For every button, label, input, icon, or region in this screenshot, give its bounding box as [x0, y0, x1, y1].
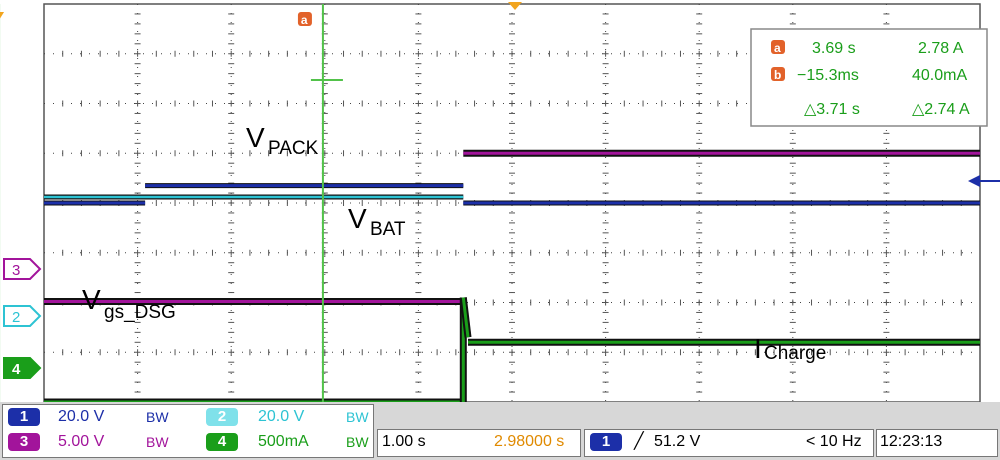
channel-4-marker-label: 4 — [12, 361, 21, 378]
label-i-charge: I Charge — [754, 333, 826, 364]
ch1-scale: 20.0 V — [58, 408, 105, 425]
cursor-b-value: 40.0mA — [912, 67, 967, 84]
readout-row-b: b −15.3ms 40.0mA — [771, 67, 967, 84]
trigger-channel-badge: 1 — [590, 433, 622, 451]
channel-2-marker[interactable]: 2 — [3, 305, 42, 327]
ch3-bandwidth: BW — [146, 434, 169, 450]
cursor-readout: a 3.69 s 2.78 A b −15.3ms 40.0mA △3.71 s… — [750, 28, 988, 127]
trace-v-pack — [44, 183, 980, 206]
ch4-scale: 500mA — [258, 433, 309, 450]
cursor-a-value: 2.78 A — [918, 40, 964, 57]
svg-text:V: V — [348, 203, 367, 234]
channel-3-marker[interactable]: 3 — [3, 258, 42, 280]
channel-3-marker-label: 3 — [12, 262, 20, 279]
trigger-slope-icon: ╱ — [634, 433, 644, 450]
trigger-level-value: 51.2 V — [654, 433, 701, 450]
channel-2-marker-label: 2 — [12, 309, 20, 326]
readout-row-a: a 3.69 s 2.78 A — [771, 40, 964, 57]
cursor-b-trigger-marker — [0, 12, 5, 19]
ch2-badge[interactable]: 2 — [206, 408, 238, 426]
cursor-a-time: 3.69 s — [812, 40, 856, 57]
svg-text:V: V — [82, 284, 101, 315]
ch1-badge[interactable]: 1 — [8, 408, 40, 426]
ch2-scale: 20.0 V — [258, 408, 305, 425]
trigger-position-marker[interactable] — [508, 2, 522, 10]
cursor-delta-value: △2.74 A — [912, 101, 970, 118]
cursor-delta-time: △3.71 s — [804, 101, 860, 118]
ch3-scale: 5.00 V — [58, 433, 105, 450]
trace-v-gs-dsg — [44, 149, 980, 305]
cursor-a-badge-label: a — [301, 13, 308, 27]
timebase-value: 1.00 s — [382, 433, 426, 450]
ch4-badge[interactable]: 4 — [206, 433, 238, 451]
trigger-position-value: 2.98000 s — [494, 433, 565, 450]
trigger-level-marker[interactable] — [968, 175, 980, 187]
svg-text:a: a — [774, 41, 781, 55]
trigger-frequency-value: < 10 Hz — [806, 433, 862, 450]
svg-text:b: b — [774, 68, 781, 82]
timebase-panel[interactable] — [377, 429, 581, 457]
ch3-badge[interactable]: 3 — [8, 433, 40, 451]
clock-value: 12:23:13 — [880, 433, 943, 450]
status-bar: 1 20.0 V BW 2 20.0 V BW 3 5.00 V BW 4 50… — [0, 402, 1000, 460]
svg-text:I: I — [754, 333, 762, 364]
cursor-a-badge — [297, 12, 312, 26]
clock-panel — [876, 429, 998, 457]
label-v-bat: V BAT — [348, 203, 406, 240]
cursor-b-time: −15.3ms — [797, 67, 859, 84]
svg-text:PACK: PACK — [268, 138, 319, 159]
label-v-gs-dsg: V gs_DSG — [82, 284, 176, 323]
svg-text:Charge: Charge — [764, 343, 826, 364]
trace-segment — [461, 297, 470, 338]
cursor-lines[interactable]: ba — [0, 4, 343, 402]
svg-text:gs_DSG: gs_DSG — [104, 302, 176, 323]
label-v-pack: V PACK — [246, 122, 319, 159]
ch1-bandwidth: BW — [146, 409, 169, 425]
svg-text:BAT: BAT — [370, 219, 406, 240]
trigger-panel[interactable] — [584, 429, 874, 457]
readout-row-delta: △3.71 s △2.74 A — [804, 101, 970, 118]
ch4-bandwidth: BW — [346, 434, 369, 450]
channel-settings-panel[interactable] — [2, 404, 374, 458]
svg-text:V: V — [246, 122, 265, 153]
ch2-bandwidth: BW — [346, 409, 369, 425]
channel-4-marker[interactable]: 4 — [3, 357, 42, 379]
